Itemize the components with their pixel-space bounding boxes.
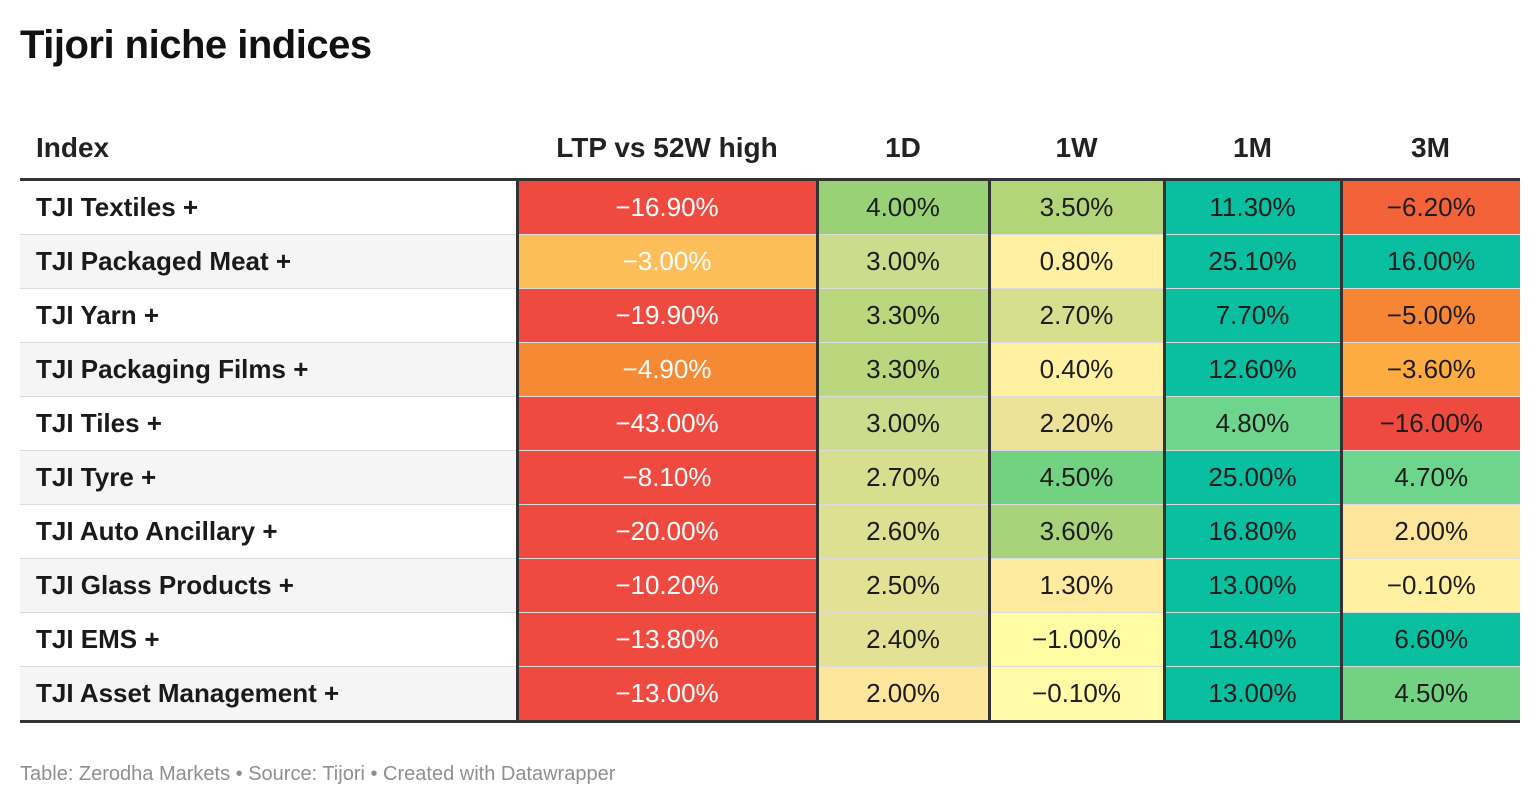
value-cell-ltp-vs-52w-high: −13.00% <box>515 666 817 723</box>
column-header-1d: 1D <box>817 118 989 181</box>
value-cell-1d: 3.00% <box>815 396 989 451</box>
header-row: Index LTP vs 52W high 1D 1W 1M 3M <box>20 118 1520 181</box>
table-row: TJI Glass Products + −10.20% 2.50% 1.30% 13.… <box>20 558 1520 613</box>
index-name-cell: TJI Packaged Meat + <box>20 234 517 289</box>
value-cell-1d: 3.30% <box>815 342 989 397</box>
value-cell-1w: −1.00% <box>987 612 1164 667</box>
column-header-1w: 1W <box>989 118 1164 181</box>
value-cell-1d: 2.60% <box>815 504 989 559</box>
value-cell-1w: −0.10% <box>987 666 1164 723</box>
value-cell-ltp-vs-52w-high: −19.90% <box>515 288 817 343</box>
value-cell-1d: 2.00% <box>815 666 989 723</box>
source-footer: Table: Zerodha Markets • Source: Tijori … <box>20 763 616 785</box>
value-cell-ltp-vs-52w-high: −4.90% <box>515 342 817 397</box>
value-cell-1m: 7.70% <box>1162 288 1341 343</box>
column-header-index: Index <box>20 118 517 181</box>
index-name-cell: TJI Textiles + <box>20 179 517 235</box>
value-cell-1m: 25.10% <box>1162 234 1341 289</box>
index-name-cell: TJI Yarn + <box>20 288 517 343</box>
value-cell-1m: 25.00% <box>1162 450 1341 505</box>
column-header-3m: 3M <box>1341 118 1520 181</box>
value-cell-3m: −0.10% <box>1339 558 1520 613</box>
indices-table: Index LTP vs 52W high 1D 1W 1M 3M TJI Textile… <box>20 118 1520 723</box>
index-name-cell: TJI Asset Management + <box>20 666 517 723</box>
value-cell-ltp-vs-52w-high: −3.00% <box>515 234 817 289</box>
value-cell-ltp-vs-52w-high: −20.00% <box>515 504 817 559</box>
value-cell-1w: 2.70% <box>987 288 1164 343</box>
value-cell-1m: 18.40% <box>1162 612 1341 667</box>
table-body: TJI Textiles + −16.90% 4.00% 3.50% 11.30% −6.… <box>20 179 1520 723</box>
index-name-cell: TJI Auto Ancillary + <box>20 504 517 559</box>
value-cell-3m: 16.00% <box>1339 234 1520 289</box>
value-cell-1m: 4.80% <box>1162 396 1341 451</box>
value-cell-1w: 0.80% <box>987 234 1164 289</box>
chart-title: Tijori niche indices <box>20 23 372 67</box>
table-row: TJI Tyre + −8.10% 2.70% 4.50% 25.00% 4.70% <box>20 450 1520 505</box>
table-row: TJI EMS + −13.80% 2.40% −1.00% 18.40% 6.60% <box>20 612 1520 667</box>
column-header-1m: 1M <box>1164 118 1341 181</box>
value-cell-ltp-vs-52w-high: −16.90% <box>515 179 817 235</box>
table-row: TJI Asset Management + −13.00% 2.00% −0.10%… <box>20 666 1520 723</box>
value-cell-1m: 13.00% <box>1162 558 1341 613</box>
indices-table-container: Index LTP vs 52W high 1D 1W 1M 3M TJI Textile… <box>20 118 1520 723</box>
value-cell-1d: 4.00% <box>815 179 989 235</box>
value-cell-1m: 16.80% <box>1162 504 1341 559</box>
value-cell-3m: 6.60% <box>1339 612 1520 667</box>
column-header-ltp-vs-52w-high: LTP vs 52W high <box>517 118 817 181</box>
value-cell-3m: 4.50% <box>1339 666 1520 723</box>
table-row: TJI Packaged Meat + −3.00% 3.00% 0.80% 25.10… <box>20 234 1520 289</box>
value-cell-3m: −16.00% <box>1339 396 1520 451</box>
value-cell-ltp-vs-52w-high: −10.20% <box>515 558 817 613</box>
value-cell-1d: 2.40% <box>815 612 989 667</box>
value-cell-1d: 2.70% <box>815 450 989 505</box>
value-cell-1d: 3.30% <box>815 288 989 343</box>
value-cell-1w: 1.30% <box>987 558 1164 613</box>
table-row: TJI Yarn + −19.90% 3.30% 2.70% 7.70% −5.00% <box>20 288 1520 343</box>
value-cell-3m: −5.00% <box>1339 288 1520 343</box>
value-cell-1m: 11.30% <box>1162 179 1341 235</box>
value-cell-3m: −6.20% <box>1339 179 1520 235</box>
value-cell-3m: 4.70% <box>1339 450 1520 505</box>
index-name-cell: TJI Tyre + <box>20 450 517 505</box>
value-cell-1d: 3.00% <box>815 234 989 289</box>
table-row: TJI Auto Ancillary + −20.00% 2.60% 3.60% 16.… <box>20 504 1520 559</box>
value-cell-1w: 2.20% <box>987 396 1164 451</box>
value-cell-ltp-vs-52w-high: −8.10% <box>515 450 817 505</box>
index-name-cell: TJI Packaging Films + <box>20 342 517 397</box>
value-cell-1m: 12.60% <box>1162 342 1341 397</box>
value-cell-1w: 0.40% <box>987 342 1164 397</box>
value-cell-1w: 4.50% <box>987 450 1164 505</box>
value-cell-ltp-vs-52w-high: −43.00% <box>515 396 817 451</box>
index-name-cell: TJI EMS + <box>20 612 517 667</box>
table-row: TJI Tiles + −43.00% 3.00% 2.20% 4.80% −16.00% <box>20 396 1520 451</box>
table-row: TJI Packaging Films + −4.90% 3.30% 0.40% 12.… <box>20 342 1520 397</box>
value-cell-1d: 2.50% <box>815 558 989 613</box>
value-cell-ltp-vs-52w-high: −13.80% <box>515 612 817 667</box>
value-cell-3m: −3.60% <box>1339 342 1520 397</box>
value-cell-1m: 13.00% <box>1162 666 1341 723</box>
value-cell-1w: 3.50% <box>987 179 1164 235</box>
index-name-cell: TJI Tiles + <box>20 396 517 451</box>
index-name-cell: TJI Glass Products + <box>20 558 517 613</box>
value-cell-3m: 2.00% <box>1339 504 1520 559</box>
table-row: TJI Textiles + −16.90% 4.00% 3.50% 11.30% −6.… <box>20 179 1520 235</box>
value-cell-1w: 3.60% <box>987 504 1164 559</box>
